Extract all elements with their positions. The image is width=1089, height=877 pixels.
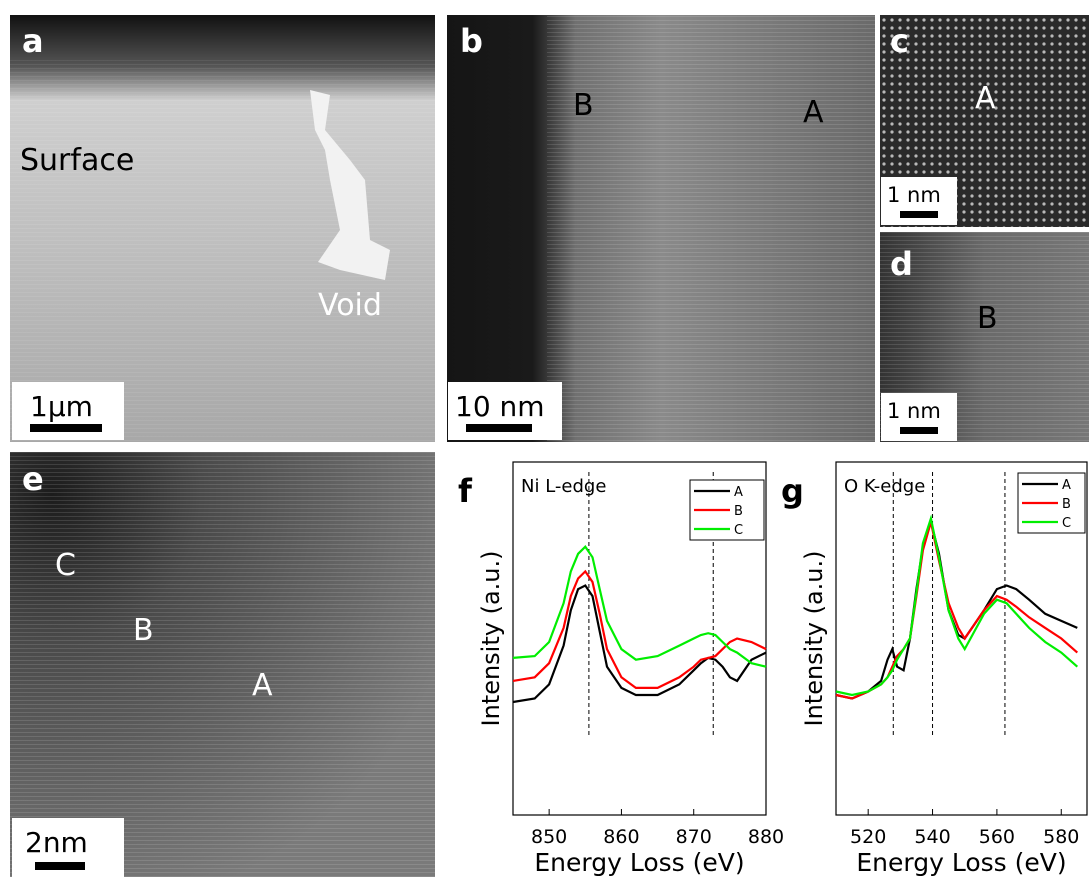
x-tick-label: 580 [1043,826,1079,848]
panel-letter: a [22,22,44,60]
label: Void [318,288,382,323]
panel-c: c A 1 nm [880,15,1089,227]
label: C [55,548,76,583]
legend-label: A [734,485,743,500]
x-tick-label: 560 [979,826,1015,848]
label: A [252,668,273,703]
scale-bar-label: 1 nm [887,183,941,207]
chart: f Ni L-edge Energy Loss (eV) Intensity (a.u… [458,461,784,877]
series-line [512,569,767,689]
scale-bar-label: 10 nm [455,390,545,423]
scale-bar [466,424,532,432]
x-tick-label: 880 [748,826,784,848]
series-line [835,514,1079,697]
panel-e: e C B A 2nm [10,452,435,877]
x-tick-label: 850 [531,826,567,848]
y-axis-label: Intensity (a.u.) [477,551,505,727]
scale-bar-label: 1μm [30,390,93,423]
legend-label: B [1062,497,1071,512]
chart: g O K-edge Energy Loss (eV) Intensity (a.u.… [781,461,1088,877]
scale-bar-label: 1 nm [887,399,941,423]
label: A [803,95,824,130]
panel-letter: g [781,472,804,510]
scale-bar [900,427,938,434]
panel-letter: f [458,472,473,510]
panel-d: d B 1 nm [880,232,1089,442]
label: A [975,81,996,116]
x-axis-label: Energy Loss (eV) [534,848,744,877]
label: B [977,301,998,336]
x-axis-label: Energy Loss (eV) [856,848,1066,877]
x-tick-label: 860 [603,826,639,848]
chart-title: Ni L-edge [521,476,606,497]
legend-label: B [734,504,743,519]
scale-bar [30,424,102,432]
scale-bar [35,862,85,870]
legend-label: A [1062,478,1071,493]
panel-letter: e [22,460,44,498]
panel-letter: b [460,22,483,60]
legend-label: C [734,523,743,538]
x-tick-label: 540 [914,826,950,848]
label: Surface [20,143,134,178]
series-line [512,584,767,704]
label: B [133,613,154,648]
void [310,90,390,280]
scale-bar-label: 2nm [25,826,88,859]
label: B [573,88,594,123]
x-tick-label: 520 [850,826,886,848]
legend-label: C [1062,516,1071,531]
panel-letter: c [890,22,909,60]
series-line [512,544,767,668]
y-axis-label: Intensity (a.u.) [800,551,828,727]
panel-letter: d [890,245,913,283]
chart-title: O K-edge [844,476,925,497]
panel-b: b B A 10 nm [447,15,875,442]
scale-bar [900,211,938,218]
panel-a: a Surface Void 1μm [10,15,435,442]
x-tick-label: 870 [676,826,712,848]
